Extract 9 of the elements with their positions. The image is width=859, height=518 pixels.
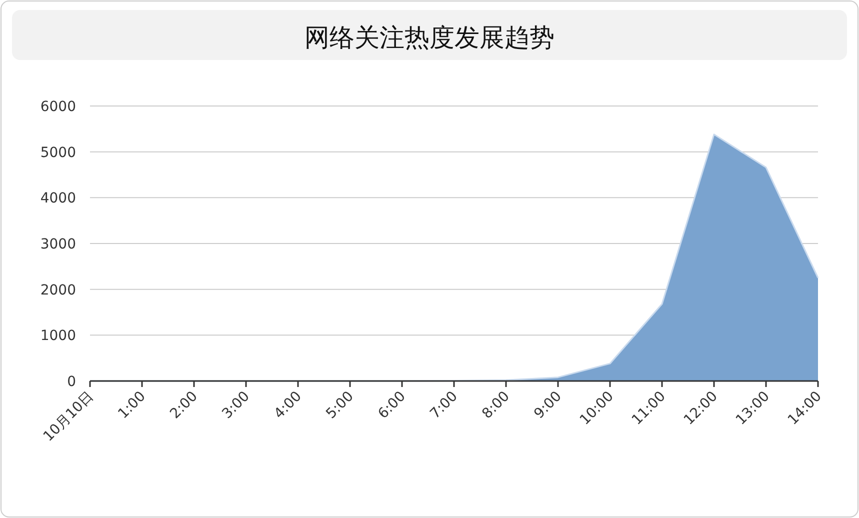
y-tick-label: 2000 [40, 282, 76, 298]
y-tick-label: 3000 [40, 236, 76, 252]
y-tick-label: 0 [67, 374, 76, 390]
y-tick-label: 5000 [40, 144, 76, 161]
y-tick-label: 1000 [40, 328, 76, 344]
x-tick-label: 10月10日 [40, 388, 97, 445]
y-tick-label: 6000 [40, 99, 76, 115]
y-tick-label: 4000 [40, 190, 76, 207]
chart-title: 网络关注热度发展趋势 [304, 23, 554, 52]
